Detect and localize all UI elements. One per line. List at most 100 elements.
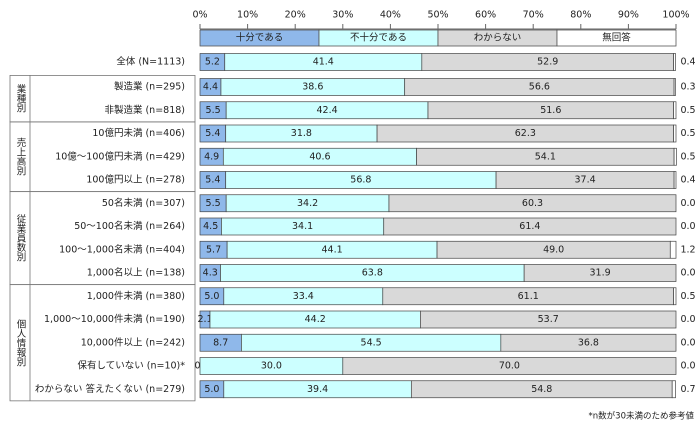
bar-segment <box>420 310 677 329</box>
value-label: 54.8 <box>531 384 552 395</box>
value-label: 63.8 <box>362 268 383 279</box>
bar-segment <box>388 194 677 213</box>
legend-label: 不十分である <box>350 32 407 44</box>
bar-segment <box>673 53 676 71</box>
group-label: 業種別 <box>15 84 27 114</box>
category-label: 1,000～10,000件未満 (n=190) <box>44 313 185 325</box>
x-tick-label: 70% <box>523 10 544 21</box>
category-label: 全体 (N=1113) <box>116 56 185 68</box>
value-label: 61.1 <box>518 291 539 302</box>
x-tick-label: 30% <box>332 10 353 21</box>
value-label: 5.5 <box>206 105 221 116</box>
x-tick-label: 40% <box>380 10 401 21</box>
group-label: 個人情報別 <box>15 318 27 367</box>
value-label: 0.5 <box>680 291 695 302</box>
value-label: 0.5 <box>680 105 695 116</box>
value-label: 0.5 <box>680 151 695 162</box>
group-label: 従業員数別 <box>15 214 27 263</box>
bar-segment <box>673 101 677 120</box>
value-label: 61.4 <box>519 221 540 232</box>
legend-label: 無回答 <box>602 32 631 44</box>
value-label: 38.6 <box>302 82 323 93</box>
value-label: 5.5 <box>206 198 221 209</box>
category-label: 50名未満 (n=307) <box>102 197 185 209</box>
category-label: 保有していない (n=10)* <box>78 360 186 372</box>
value-label: 4.4 <box>203 82 218 93</box>
category-label: 10,000件以上 (n=242) <box>81 336 185 348</box>
value-label: 30.0 <box>261 361 282 372</box>
category-label: わからない 答えたくない (n=279) <box>35 383 185 395</box>
value-label: 56.8 <box>350 175 371 186</box>
value-label: 2.1 <box>197 314 212 325</box>
value-label: 51.6 <box>540 105 561 116</box>
value-label: 5.2 <box>205 57 220 68</box>
value-label: 62.3 <box>515 128 536 139</box>
value-label: 0.7 <box>680 384 695 395</box>
value-label: 39.4 <box>307 384 328 395</box>
bar-segment <box>673 124 677 143</box>
group-box <box>9 284 196 402</box>
x-tick-label: 20% <box>285 10 306 21</box>
value-label: 0.0 <box>680 198 695 209</box>
value-label: 0.0 <box>680 268 695 279</box>
category-label: 1,000件未満 (n=380) <box>87 290 185 302</box>
value-label: 56.6 <box>529 82 550 93</box>
bar-segment <box>673 287 677 306</box>
bar-segment <box>673 171 677 189</box>
value-label: 5.4 <box>205 128 220 139</box>
value-label: 0.0 <box>680 221 695 232</box>
bar-segment <box>383 217 677 236</box>
value-label: 53.7 <box>538 314 559 325</box>
value-label: 0.0 <box>680 337 695 348</box>
value-label: 49.0 <box>543 244 564 255</box>
value-label: 0.3 <box>680 82 695 93</box>
category-label: 1,000名以上 (n=138) <box>87 267 185 279</box>
value-label: 8.7 <box>213 337 228 348</box>
bar-segment <box>671 380 676 399</box>
value-label: 0.0 <box>680 361 695 372</box>
category-label: 非製造業 (n=818) <box>104 104 185 116</box>
value-label: 41.4 <box>313 57 334 68</box>
x-tick-label: 50% <box>427 10 448 21</box>
category-label: 100～1,000名未満 (n=404) <box>59 243 185 255</box>
legend-label: わからない <box>474 33 522 44</box>
bar-segment <box>523 264 677 282</box>
x-tick-label: 100% <box>662 10 689 21</box>
value-label: 31.8 <box>291 128 312 139</box>
footnote: *n数が30未満のため参考値 <box>589 411 695 422</box>
x-tick-label: 0% <box>192 10 207 21</box>
value-label: 0.4 <box>680 57 695 68</box>
value-label: 34.1 <box>292 221 313 232</box>
category-label: 100億円以上 (n=278) <box>86 174 185 186</box>
bar-segment <box>673 78 676 96</box>
bar-segment <box>669 240 677 259</box>
value-label: 33.4 <box>293 291 314 302</box>
x-tick-label: 10% <box>237 10 258 21</box>
x-tick-label: 90% <box>618 10 639 21</box>
category-label: 10億円未満 (n=406) <box>92 127 185 139</box>
value-label: 40.6 <box>309 151 330 162</box>
value-label: 54.1 <box>535 151 556 162</box>
value-label: 34.2 <box>297 198 318 209</box>
legend-swatch <box>556 29 677 47</box>
value-label: 52.9 <box>537 57 558 68</box>
value-label: 0.5 <box>680 128 695 139</box>
value-label: 5.7 <box>206 244 221 255</box>
category-label: 10億～100億円未満 (n=429) <box>55 150 185 162</box>
x-tick-label: 80% <box>570 10 591 21</box>
category-label: 製造業 (n=295) <box>114 81 185 93</box>
value-label: 0.0 <box>680 314 695 325</box>
bar-segment <box>500 333 677 352</box>
value-label: 4.9 <box>204 151 219 162</box>
value-label: 44.1 <box>322 244 343 255</box>
value-label: 60.3 <box>522 198 543 209</box>
value-label: 42.4 <box>317 105 338 116</box>
value-label: 5.4 <box>205 175 220 186</box>
group-label: 売上高別 <box>15 137 27 177</box>
category-label: 50～100名未満 (n=264) <box>74 220 185 232</box>
x-tick-label: 60% <box>475 10 496 21</box>
value-label: 44.2 <box>305 314 326 325</box>
value-label: 70.0 <box>499 361 520 372</box>
value-label: 37.4 <box>575 175 596 186</box>
